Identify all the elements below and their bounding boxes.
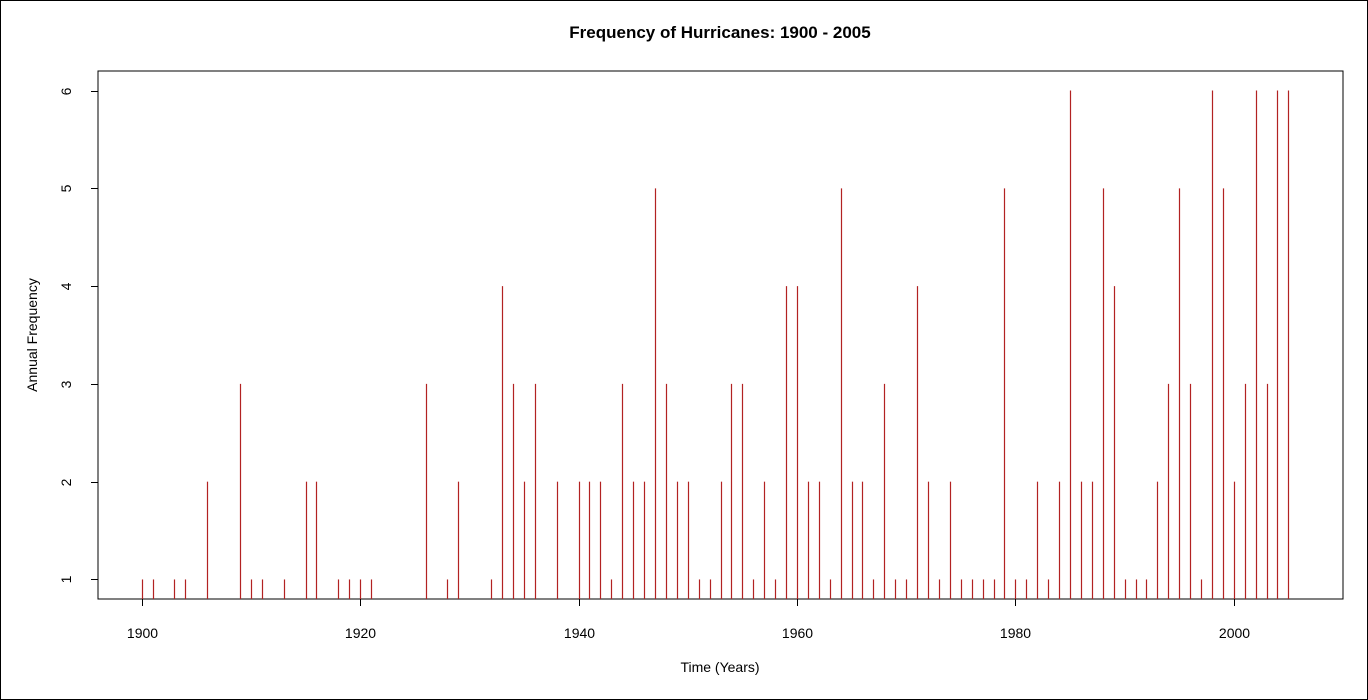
y-tick-label-3: 3 [58, 380, 74, 388]
y-tick-label-6: 6 [58, 87, 74, 95]
y-tick-label-2: 2 [58, 478, 74, 486]
x-tick-label-2000: 2000 [1219, 625, 1250, 641]
y-axis-label: Annual Frequency [24, 278, 40, 392]
y-tick-label-1: 1 [58, 575, 74, 583]
plot-area-box [97, 70, 1344, 600]
x-tick-label-1960: 1960 [782, 625, 813, 641]
x-tick-label-1920: 1920 [345, 625, 376, 641]
x-tick-label-1900: 1900 [127, 625, 158, 641]
x-axis-label: Time (Years) [680, 659, 759, 675]
y-tick-label-5: 5 [58, 184, 74, 192]
chart-title: Frequency of Hurricanes: 1900 - 2005 [569, 23, 870, 42]
y-tick-label-4: 4 [58, 282, 74, 290]
bar-series [141, 90, 1290, 599]
x-axis: 1900 1920 1940 1960 1980 2000 [127, 599, 1250, 641]
x-tick-label-1980: 1980 [1000, 625, 1031, 641]
x-tick-label-1940: 1940 [564, 625, 595, 641]
y-axis: 1 2 3 4 5 6 [58, 87, 98, 583]
